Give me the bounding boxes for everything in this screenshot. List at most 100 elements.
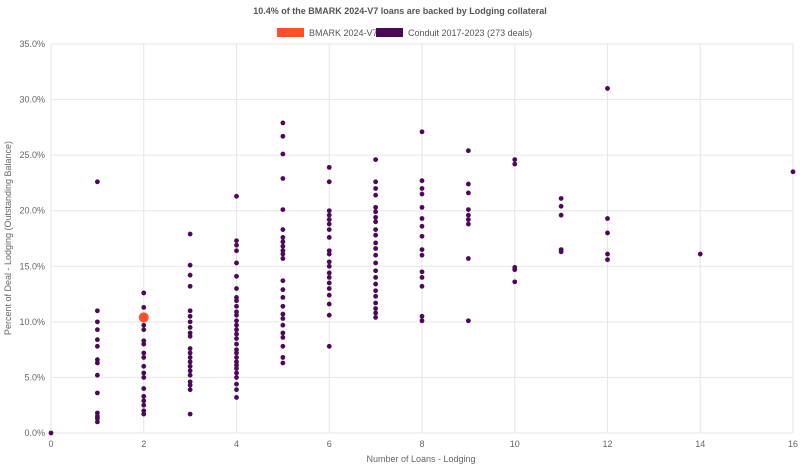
data-point-conduit[interactable] bbox=[326, 212, 332, 218]
data-point-conduit[interactable] bbox=[234, 260, 239, 266]
data-point-conduit[interactable] bbox=[234, 322, 239, 328]
data-point-conduit[interactable] bbox=[280, 335, 286, 340]
data-point-conduit[interactable] bbox=[465, 207, 471, 213]
data-point-conduit[interactable] bbox=[373, 204, 379, 210]
data-point-conduit[interactable] bbox=[141, 402, 147, 408]
data-point-conduit[interactable] bbox=[465, 221, 471, 227]
data-point-conduit[interactable] bbox=[373, 275, 379, 280]
data-point-conduit[interactable] bbox=[187, 379, 193, 385]
data-point-conduit[interactable] bbox=[326, 275, 332, 280]
data-point-conduit[interactable] bbox=[373, 186, 379, 191]
data-point-conduit[interactable] bbox=[94, 308, 100, 314]
data-point-conduit[interactable] bbox=[187, 372, 193, 378]
data-point-conduit[interactable] bbox=[373, 315, 379, 320]
data-point-conduit[interactable] bbox=[512, 161, 518, 167]
data-point-conduit[interactable] bbox=[373, 281, 379, 287]
data-point-conduit[interactable] bbox=[141, 305, 147, 310]
data-point-conduit[interactable] bbox=[141, 411, 147, 417]
data-point-conduit[interactable] bbox=[512, 279, 518, 285]
data-point-conduit[interactable] bbox=[141, 398, 147, 404]
data-point-conduit[interactable] bbox=[187, 387, 193, 393]
data-point-conduit[interactable] bbox=[280, 278, 286, 284]
data-point-conduit[interactable] bbox=[605, 230, 610, 236]
data-point-conduit[interactable] bbox=[373, 293, 379, 299]
data-point-conduit[interactable] bbox=[280, 256, 286, 261]
data-point-conduit[interactable] bbox=[94, 179, 100, 185]
data-point-conduit[interactable] bbox=[373, 268, 379, 274]
data-point-conduit[interactable] bbox=[280, 207, 286, 213]
data-point-conduit[interactable] bbox=[373, 179, 379, 185]
data-point-conduit[interactable] bbox=[234, 295, 239, 300]
data-point-conduit[interactable] bbox=[187, 346, 193, 351]
data-point-conduit[interactable] bbox=[234, 327, 239, 333]
data-point-conduit[interactable] bbox=[234, 238, 239, 244]
data-point-conduit[interactable] bbox=[790, 169, 796, 175]
data-point-conduit[interactable] bbox=[234, 298, 239, 304]
data-point-conduit[interactable] bbox=[234, 248, 239, 254]
data-point-conduit[interactable] bbox=[234, 359, 239, 365]
data-point-conduit[interactable] bbox=[234, 387, 239, 393]
data-point-conduit[interactable] bbox=[280, 239, 286, 245]
data-point-conduit[interactable] bbox=[512, 267, 518, 273]
data-point-conduit[interactable] bbox=[419, 186, 425, 191]
data-point-conduit[interactable] bbox=[187, 359, 193, 365]
data-point-conduit[interactable] bbox=[187, 272, 193, 278]
data-point-conduit[interactable] bbox=[326, 286, 332, 291]
data-point-conduit[interactable] bbox=[605, 86, 610, 91]
data-point-conduit[interactable] bbox=[94, 416, 100, 421]
data-point-conduit[interactable] bbox=[697, 251, 703, 257]
data-point-conduit[interactable] bbox=[141, 393, 147, 399]
data-point-conduit[interactable] bbox=[326, 221, 332, 227]
data-point-conduit[interactable] bbox=[187, 231, 193, 237]
legend-item-conduit[interactable]: Conduit 2017-2023 (273 deals) bbox=[376, 28, 532, 38]
data-point-conduit[interactable] bbox=[48, 430, 54, 436]
data-point-conduit[interactable] bbox=[234, 273, 239, 279]
data-point-conduit[interactable] bbox=[94, 419, 100, 425]
data-point-conduit[interactable] bbox=[419, 223, 425, 229]
data-point-conduit[interactable] bbox=[94, 343, 100, 349]
data-point-conduit[interactable] bbox=[141, 363, 147, 369]
data-point-conduit[interactable] bbox=[234, 336, 239, 341]
data-point-conduit[interactable] bbox=[280, 176, 286, 181]
data-point-conduit[interactable] bbox=[234, 347, 239, 353]
data-point-conduit[interactable] bbox=[141, 338, 147, 344]
data-point-conduit[interactable] bbox=[187, 325, 193, 330]
data-point-conduit[interactable] bbox=[326, 292, 332, 298]
data-point-conduit[interactable] bbox=[605, 251, 610, 257]
data-point-conduit[interactable] bbox=[419, 313, 425, 319]
data-point-conduit[interactable] bbox=[187, 313, 193, 319]
data-point-conduit[interactable] bbox=[234, 242, 239, 248]
data-point-conduit[interactable] bbox=[419, 191, 425, 197]
data-point-conduit[interactable] bbox=[326, 227, 332, 233]
data-point-conduit[interactable] bbox=[280, 248, 286, 254]
data-point-conduit[interactable] bbox=[605, 257, 610, 263]
data-point-conduit[interactable] bbox=[465, 212, 471, 218]
data-point-conduit[interactable] bbox=[326, 270, 332, 276]
data-point-conduit[interactable] bbox=[234, 193, 239, 199]
data-point-conduit[interactable] bbox=[141, 341, 147, 347]
data-point-conduit[interactable] bbox=[141, 350, 147, 356]
data-point-conduit[interactable] bbox=[280, 330, 286, 336]
data-point-conduit[interactable] bbox=[141, 408, 147, 414]
data-point-conduit[interactable] bbox=[234, 375, 239, 380]
data-point-conduit[interactable] bbox=[512, 157, 518, 162]
data-point-conduit[interactable] bbox=[234, 341, 239, 347]
data-point-conduit[interactable] bbox=[187, 330, 193, 336]
data-point-conduit[interactable] bbox=[419, 318, 425, 324]
data-point-conduit[interactable] bbox=[326, 263, 332, 269]
data-point-conduit[interactable] bbox=[280, 355, 286, 360]
data-point-conduit[interactable] bbox=[326, 179, 332, 185]
data-point-conduit[interactable] bbox=[419, 275, 425, 280]
data-point-conduit[interactable] bbox=[280, 227, 286, 233]
data-point-conduit[interactable] bbox=[94, 390, 100, 396]
data-point-conduit[interactable] bbox=[280, 133, 286, 139]
data-point-conduit[interactable] bbox=[94, 337, 100, 343]
data-point-conduit[interactable] bbox=[326, 280, 332, 286]
data-point-conduit[interactable] bbox=[94, 327, 100, 333]
data-point-conduit[interactable] bbox=[373, 306, 379, 311]
data-point-conduit[interactable] bbox=[326, 343, 332, 349]
data-point-conduit[interactable] bbox=[141, 290, 147, 296]
data-point-conduit[interactable] bbox=[187, 368, 193, 374]
data-point-conduit[interactable] bbox=[558, 203, 564, 209]
data-point-conduit[interactable] bbox=[234, 362, 239, 368]
